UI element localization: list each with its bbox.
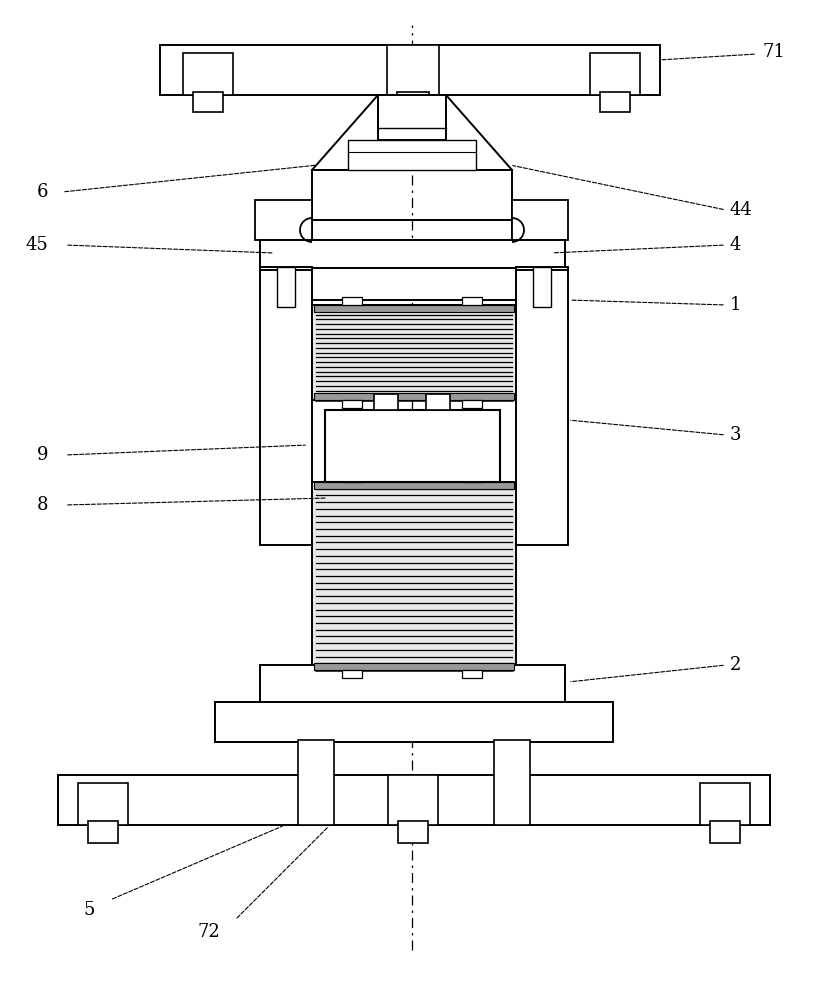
Bar bbox=[160, 45, 660, 95]
Bar bbox=[314, 663, 514, 670]
Bar bbox=[314, 305, 514, 312]
Bar bbox=[260, 240, 565, 270]
Text: 2: 2 bbox=[730, 656, 742, 674]
Text: 71: 71 bbox=[762, 43, 785, 61]
Bar bbox=[378, 95, 446, 140]
Text: 8: 8 bbox=[36, 496, 48, 514]
Bar bbox=[260, 267, 312, 545]
Bar bbox=[374, 394, 398, 410]
Bar bbox=[710, 821, 740, 843]
Bar bbox=[325, 410, 500, 482]
Text: 9: 9 bbox=[36, 446, 48, 464]
Bar bbox=[342, 670, 362, 678]
Text: 72: 72 bbox=[197, 923, 220, 941]
Bar bbox=[88, 821, 118, 843]
Text: 5: 5 bbox=[83, 901, 95, 919]
Bar bbox=[397, 92, 429, 112]
Text: 45: 45 bbox=[26, 236, 48, 254]
Bar bbox=[312, 482, 516, 670]
Bar bbox=[342, 400, 362, 408]
Bar bbox=[58, 775, 770, 825]
Bar bbox=[600, 92, 630, 112]
Bar bbox=[462, 297, 482, 305]
Bar bbox=[387, 45, 439, 95]
Bar bbox=[398, 821, 428, 843]
Text: 6: 6 bbox=[36, 183, 48, 201]
Bar bbox=[494, 740, 530, 825]
Text: 44: 44 bbox=[730, 201, 752, 219]
Text: 4: 4 bbox=[730, 236, 742, 254]
Bar bbox=[462, 474, 482, 482]
Bar bbox=[533, 267, 551, 307]
Bar bbox=[277, 267, 295, 307]
Bar bbox=[590, 53, 640, 95]
Bar bbox=[342, 297, 362, 305]
Bar bbox=[342, 474, 362, 482]
Bar bbox=[426, 394, 450, 410]
Bar bbox=[193, 92, 223, 112]
Bar bbox=[312, 305, 516, 400]
Text: 1: 1 bbox=[730, 296, 742, 314]
Polygon shape bbox=[512, 200, 568, 240]
Bar bbox=[314, 482, 514, 489]
Bar bbox=[78, 783, 128, 825]
Polygon shape bbox=[255, 200, 312, 240]
Bar bbox=[290, 268, 534, 300]
Bar bbox=[462, 670, 482, 678]
Bar bbox=[348, 140, 476, 170]
Bar bbox=[314, 393, 514, 400]
Bar bbox=[260, 665, 565, 705]
Bar bbox=[462, 400, 482, 408]
Bar bbox=[298, 740, 334, 825]
Bar bbox=[183, 53, 233, 95]
Bar bbox=[516, 267, 568, 545]
Bar bbox=[215, 702, 613, 742]
Bar bbox=[700, 783, 750, 825]
Bar bbox=[388, 775, 438, 825]
Text: 3: 3 bbox=[730, 426, 742, 444]
